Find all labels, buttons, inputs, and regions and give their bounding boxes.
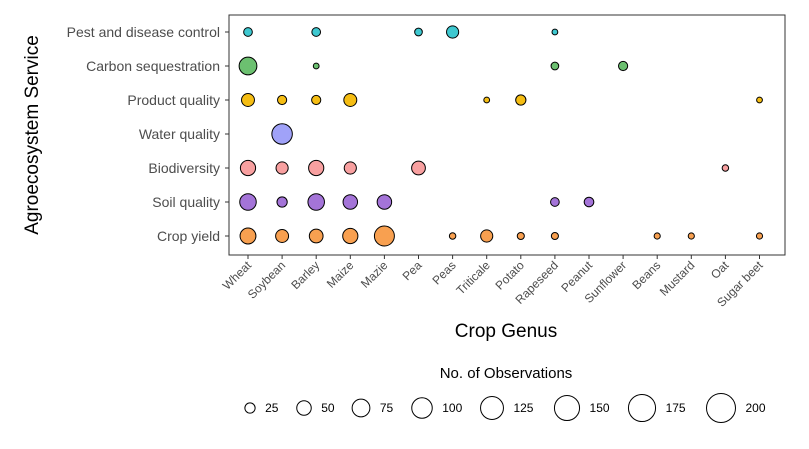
bubble-point: [312, 62, 320, 70]
bubble-point: [721, 164, 730, 172]
x-tick-label: Peas: [429, 258, 458, 287]
bubble-point: [583, 196, 595, 208]
x-tick-label: Pea: [400, 258, 425, 283]
bubble-point: [411, 160, 426, 176]
bubble-point: [687, 232, 695, 240]
bubble-point: [376, 194, 393, 210]
bubble-point: [516, 231, 525, 241]
bubble-point: [483, 96, 491, 104]
data-points: [238, 25, 764, 247]
x-tick-label: Oat: [708, 258, 732, 282]
bubble-point: [311, 27, 322, 37]
bubble-point: [239, 193, 257, 211]
x-tick-label: Barley: [288, 258, 322, 292]
legend-key: [244, 402, 256, 414]
bubble-point: [756, 96, 763, 104]
x-tick-label: Mustard: [657, 258, 698, 299]
bubble-point: [243, 27, 253, 37]
bubble-point: [653, 232, 661, 240]
bubble-point: [373, 225, 395, 247]
x-tick-label: Triticale: [454, 258, 494, 298]
y-axis: Pest and disease control Carbon sequestra…: [67, 24, 229, 244]
legend-key: [627, 393, 657, 423]
bubble-point: [550, 61, 560, 71]
bubble-point: [276, 196, 288, 208]
y-axis-title: Agroecosystem Service: [22, 35, 43, 235]
y-tick-label: Crop yield: [157, 228, 220, 244]
legend-key: [553, 394, 581, 422]
bubble-point: [343, 93, 358, 107]
bubble-point: [342, 194, 359, 210]
x-axis-title: Crop Genus: [455, 321, 557, 342]
bubble-point: [550, 197, 560, 207]
bubble-point: [515, 94, 527, 106]
legend-label: 75: [380, 401, 394, 415]
bubble-point: [311, 94, 322, 106]
bubble-point: [414, 27, 423, 37]
y-tick-label: Water quality: [139, 126, 220, 142]
bubble-point: [277, 94, 288, 106]
y-tick-label: Biodiversity: [148, 160, 220, 176]
legend-label: 25: [265, 401, 279, 415]
legend-title: No. of Observations: [440, 365, 573, 382]
x-tick-label: Mazie: [358, 258, 391, 291]
x-tick-label: Soybean: [245, 258, 288, 301]
bubble-point: [307, 193, 325, 211]
bubble-point: [275, 229, 290, 243]
bubble-point: [551, 28, 559, 36]
y-tick-label: Soil quality: [152, 194, 220, 210]
bubble-point: [342, 227, 359, 245]
legend-label: 50: [321, 401, 335, 415]
bubble-point: [239, 227, 257, 245]
legend-key: [480, 396, 504, 420]
legend-label: 150: [590, 401, 610, 415]
bubble-point: [755, 232, 764, 240]
size-legend: 25 50 75 100 125 150 175 200: [244, 393, 766, 423]
bubble-point: [448, 232, 457, 240]
bubble-point: [271, 123, 293, 145]
legend-key: [351, 398, 371, 418]
bubble-point: [446, 25, 460, 39]
bubble-point: [275, 161, 289, 175]
legend-label: 125: [513, 401, 533, 415]
y-tick-label: Product quality: [127, 92, 220, 108]
bubble-point: [550, 231, 559, 241]
y-tick-label: Carbon sequestration: [86, 58, 220, 74]
y-tick-label: Pest and disease control: [67, 24, 220, 40]
x-tick-label: Maize: [324, 258, 357, 291]
bubble-point: [308, 159, 325, 177]
legend-key: [296, 400, 312, 416]
bubble-point: [239, 159, 257, 177]
bubble-point: [308, 228, 324, 244]
bubble-point: [480, 229, 494, 243]
plot-panel: [228, 14, 786, 256]
bubble-point: [343, 161, 357, 175]
bubble-point: [241, 93, 255, 107]
legend-label: 200: [746, 401, 766, 415]
legend-key: [706, 393, 736, 423]
legend-key: [411, 397, 433, 419]
legend-label: 175: [666, 401, 686, 415]
legend-label: 100: [442, 401, 462, 415]
bubble-point: [238, 56, 258, 76]
bubble-point: [618, 60, 629, 72]
